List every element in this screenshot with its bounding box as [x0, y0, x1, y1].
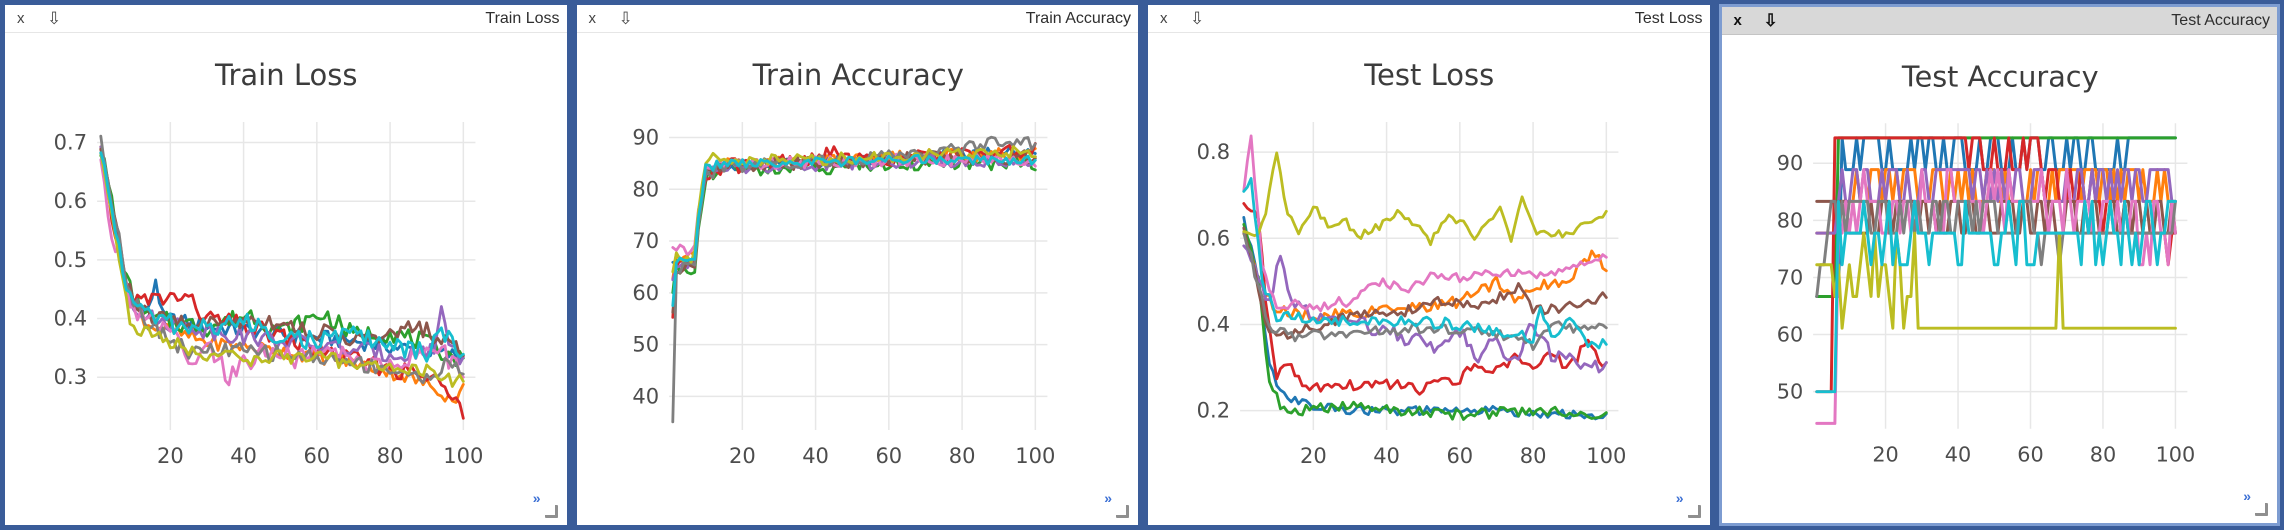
- svg-text:70: 70: [1776, 265, 1802, 289]
- chart-test-accuracy: 50 60 70 80 90 20 40 60 80 100 Test Accuracy »: [1722, 35, 2278, 523]
- svg-text:80: 80: [1520, 444, 1547, 468]
- svg-text:0.8: 0.8: [1197, 140, 1230, 164]
- svg-text:100: 100: [1015, 444, 1055, 468]
- svg-text:60: 60: [1776, 322, 1802, 346]
- svg-text:70: 70: [632, 229, 659, 253]
- test-loss-plot: 0.2 0.4 0.6 0.8 20 40 60 80 100 Test Loss: [1197, 58, 1627, 468]
- titlebar-test-accuracy[interactable]: x ⇩ Test Accuracy: [1721, 7, 2277, 35]
- dock-down-icon[interactable]: ⇩: [618, 9, 633, 28]
- svg-text:60: 60: [2017, 442, 2043, 466]
- titlebar-train-accuracy[interactable]: x ⇩ Train Accuracy: [576, 5, 1138, 33]
- svg-text:0.2: 0.2: [1197, 399, 1230, 423]
- window-title: Train Accuracy: [1025, 9, 1131, 27]
- svg-text:0.3: 0.3: [54, 365, 87, 389]
- svg-text:90: 90: [1776, 151, 1802, 175]
- svg-text:0.6: 0.6: [1197, 226, 1230, 250]
- window-title: Test Accuracy: [2171, 11, 2270, 29]
- dock-down-icon[interactable]: ⇩: [1763, 11, 1778, 30]
- svg-text:40: 40: [1373, 444, 1400, 468]
- svg-text:80: 80: [2089, 442, 2115, 466]
- svg-text:50: 50: [632, 333, 659, 357]
- svg-text:0.6: 0.6: [54, 189, 87, 213]
- svg-text:20: 20: [157, 444, 184, 468]
- dock-down-icon[interactable]: ⇩: [1190, 9, 1205, 28]
- svg-text:60: 60: [875, 444, 902, 468]
- svg-text:50: 50: [1776, 380, 1802, 404]
- dock-down-icon[interactable]: ⇩: [47, 9, 62, 28]
- window-title: Test Loss: [1634, 9, 1703, 27]
- chart-train-loss: 0.3 0.4 0.5 0.6 0.7 20 40 60 80 100 Train Loss »: [5, 33, 567, 525]
- svg-text:40: 40: [230, 444, 257, 468]
- svg-text:90: 90: [632, 126, 659, 150]
- panel-test-accuracy: x ⇩ Test Accuracy 50 60 70 80 90 20 40 60 80 100 T…: [1714, 0, 2284, 530]
- expand-icon[interactable]: »: [1104, 490, 1112, 506]
- window-title: Train Loss: [485, 9, 560, 27]
- svg-text:20: 20: [728, 444, 755, 468]
- chart-train-accuracy: 40 50 60 70 80 90 20 40 60 80 100 Train Accuracy »: [577, 33, 1139, 525]
- svg-text:0.4: 0.4: [1197, 312, 1230, 336]
- svg-text:40: 40: [802, 444, 829, 468]
- close-icon[interactable]: x: [588, 10, 597, 27]
- svg-text:100: 100: [443, 444, 483, 468]
- panel-train-loss: x ⇩ Train Loss 0.3 0.4 0.5 0.6 0.7 20 40 60 80 10…: [0, 0, 572, 530]
- close-icon[interactable]: x: [1733, 12, 1742, 29]
- train-accuracy-plot: 40 50 60 70 80 90 20 40 60 80 100 Train Accuracy: [632, 58, 1055, 468]
- titlebar-test-loss[interactable]: x ⇩ Test Loss: [1148, 5, 1710, 33]
- chart-test-loss: 0.2 0.4 0.6 0.8 20 40 60 80 100 Test Loss »: [1148, 33, 1710, 525]
- svg-text:80: 80: [632, 177, 659, 201]
- resize-handle-icon[interactable]: [1687, 505, 1701, 518]
- svg-text:20: 20: [1300, 444, 1327, 468]
- close-icon[interactable]: x: [17, 10, 25, 27]
- expand-icon[interactable]: »: [532, 490, 541, 506]
- svg-text:0.7: 0.7: [54, 131, 87, 155]
- titlebar-train-loss[interactable]: x ⇩ Train Loss: [5, 5, 567, 33]
- panel-train-accuracy: x ⇩ Train Accuracy 40 50 60 70 80 90 20 40 60 80 1…: [571, 0, 1143, 530]
- svg-text:60: 60: [303, 444, 330, 468]
- svg-text:40: 40: [632, 384, 659, 408]
- resize-handle-icon[interactable]: [1116, 505, 1129, 518]
- test-accuracy-plot: 50 60 70 80 90 20 40 60 80 100 Test Accuracy: [1776, 60, 2195, 467]
- svg-text:Test Accuracy: Test Accuracy: [1900, 60, 2098, 94]
- train-loss-plot: 0.3 0.4 0.5 0.6 0.7 20 40 60 80 100 Train Loss: [54, 58, 484, 468]
- svg-text:80: 80: [1776, 208, 1802, 232]
- svg-text:80: 80: [948, 444, 975, 468]
- svg-text:0.5: 0.5: [54, 248, 87, 272]
- svg-text:Train Accuracy: Train Accuracy: [751, 58, 963, 92]
- svg-text:60: 60: [1446, 444, 1473, 468]
- svg-text:0.4: 0.4: [54, 307, 87, 331]
- svg-text:Train Loss: Train Loss: [214, 58, 357, 92]
- svg-text:60: 60: [632, 281, 659, 305]
- svg-text:20: 20: [1872, 442, 1898, 466]
- expand-icon[interactable]: »: [2243, 488, 2251, 504]
- svg-text:100: 100: [1586, 444, 1626, 468]
- svg-text:80: 80: [377, 444, 404, 468]
- svg-text:40: 40: [1944, 442, 1970, 466]
- resize-handle-icon[interactable]: [2255, 503, 2268, 516]
- close-icon[interactable]: x: [1160, 10, 1168, 27]
- svg-text:Test Loss: Test Loss: [1363, 58, 1494, 92]
- panel-test-loss: x ⇩ Test Loss 0.2 0.4 0.6 0.8 20 40 60 80 100 Tes…: [1143, 0, 1715, 530]
- expand-icon[interactable]: »: [1675, 490, 1684, 506]
- svg-text:100: 100: [2155, 442, 2195, 466]
- resize-handle-icon[interactable]: [544, 505, 558, 518]
